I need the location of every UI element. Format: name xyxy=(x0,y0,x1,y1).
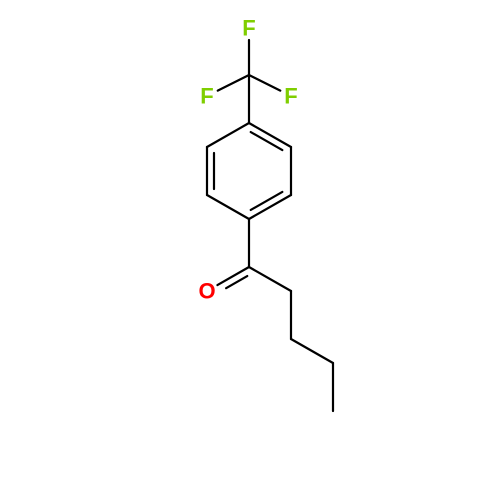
bond xyxy=(207,123,249,147)
molecule-diagram: F F F O xyxy=(0,0,500,500)
bond xyxy=(251,132,283,150)
bond xyxy=(249,75,280,91)
bond xyxy=(251,192,283,210)
bond xyxy=(291,339,333,363)
bond xyxy=(218,75,249,91)
atom-o: O xyxy=(198,279,215,304)
bond xyxy=(207,195,249,219)
bond xyxy=(217,267,249,285)
atom-f: F xyxy=(242,16,255,41)
atom-f: F xyxy=(284,84,297,109)
bond xyxy=(249,267,291,291)
atom-f: F xyxy=(200,84,213,109)
